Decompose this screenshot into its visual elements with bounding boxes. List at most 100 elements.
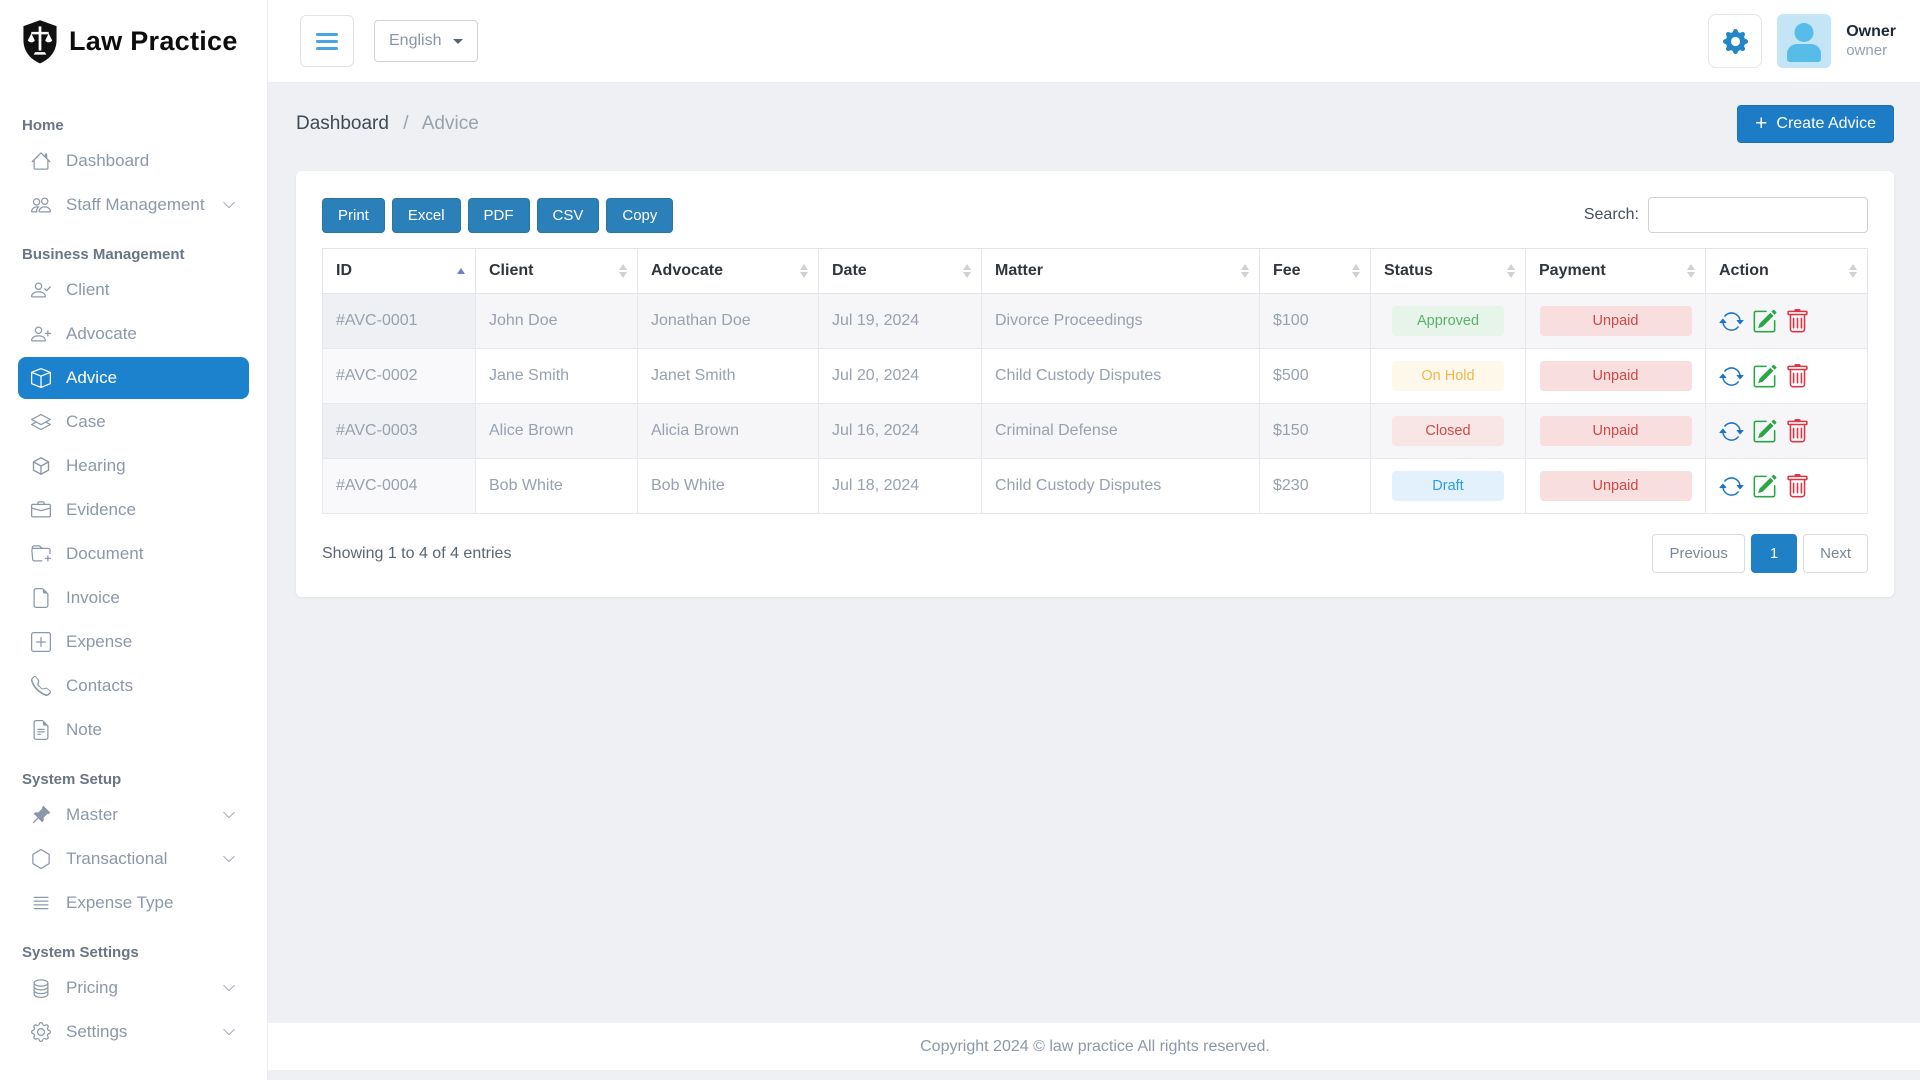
hearing-icon <box>31 456 51 476</box>
sidebar-item-transactional[interactable]: Transactional <box>18 838 249 880</box>
cell-fee: $230 <box>1259 458 1371 514</box>
copyright-text: Copyright 2024 © law practice All rights… <box>920 1037 1270 1055</box>
sort-arrows-icon <box>963 264 971 278</box>
column-header-date[interactable]: Date <box>818 248 982 294</box>
sidebar-item-master[interactable]: Master <box>18 794 249 836</box>
sidebar-item-settings[interactable]: Settings <box>18 1011 249 1053</box>
search-input[interactable] <box>1648 197 1868 233</box>
bottom-strip <box>268 1070 1920 1080</box>
delete-action-button[interactable] <box>1785 473 1810 499</box>
chevron-down-icon <box>222 1025 236 1039</box>
language-select[interactable]: English <box>374 20 479 62</box>
sidebar-item-pricing[interactable]: Pricing <box>18 967 249 1009</box>
csv-button[interactable]: CSV <box>536 197 600 233</box>
column-header-status[interactable]: Status <box>1370 248 1526 294</box>
sidebar-item-dashboard[interactable]: Dashboard <box>18 140 249 182</box>
sort-arrows-icon <box>1241 264 1249 278</box>
export-buttons: Print Excel PDF CSV Copy <box>322 197 674 233</box>
column-header-advocate[interactable]: Advocate <box>637 248 819 294</box>
sidebar-item-staff-management[interactable]: Staff Management <box>18 184 249 226</box>
refresh-action-button[interactable] <box>1719 309 1744 334</box>
sidebar-toggle-button[interactable] <box>300 15 354 67</box>
column-header-action[interactable]: Action <box>1705 248 1868 294</box>
advocate-icon <box>31 324 51 344</box>
cell-advocate: Bob White <box>637 458 819 514</box>
sidebar-item-note[interactable]: Note <box>18 709 249 751</box>
sidebar-item-label: Invoice <box>66 588 120 607</box>
refresh-action-button[interactable] <box>1719 364 1744 389</box>
column-header-id[interactable]: ID <box>322 248 476 294</box>
cell-action <box>1705 348 1868 404</box>
sidebar-item-contacts[interactable]: Contacts <box>18 665 249 707</box>
cell-id: #AVC-0002 <box>322 348 476 404</box>
main-content: Dashboard / Advice + Create Advice Print… <box>268 83 1920 1023</box>
cell-advocate: Alicia Brown <box>637 403 819 459</box>
row-actions <box>1719 308 1854 334</box>
edit-action-button[interactable] <box>1752 474 1777 499</box>
chevron-down-icon <box>222 198 236 212</box>
column-header-matter[interactable]: Matter <box>981 248 1260 294</box>
gear-icon <box>1722 28 1748 54</box>
sidebar-item-advocate[interactable]: Advocate <box>18 313 249 355</box>
breadcrumb-advice: Advice <box>421 113 479 134</box>
chevron-down-icon <box>222 808 236 822</box>
pagination-next-button[interactable]: Next <box>1803 534 1868 573</box>
edit-icon <box>1752 309 1777 334</box>
pagination-previous-button[interactable]: Previous <box>1652 534 1745 573</box>
user-avatar[interactable] <box>1777 14 1832 68</box>
sidebar-item-case[interactable]: Case <box>18 401 249 443</box>
cell-client: Alice Brown <box>475 403 638 459</box>
cell-action <box>1705 458 1868 514</box>
edit-action-button[interactable] <box>1752 364 1777 389</box>
pagination-page-1[interactable]: 1 <box>1750 534 1798 573</box>
print-button[interactable]: Print <box>322 197 385 233</box>
sidebar-item-advice[interactable]: Advice <box>18 357 249 399</box>
advice-table: ID Client Advocate Date Matter Fee Status Payme… <box>322 248 1868 514</box>
create-advice-button[interactable]: + Create Advice <box>1737 105 1894 143</box>
sidebar-item-expense-type[interactable]: Expense Type <box>18 882 249 924</box>
edit-icon <box>1752 419 1777 444</box>
delete-action-button[interactable] <box>1785 418 1810 444</box>
payment-badge: Unpaid <box>1539 471 1692 501</box>
sidebar-item-document[interactable]: Document <box>18 533 249 575</box>
brand[interactable]: Law Practice <box>0 0 267 83</box>
evidence-icon <box>31 500 51 520</box>
copy-button[interactable]: Copy <box>606 197 674 233</box>
payment-badge: Unpaid <box>1539 361 1692 391</box>
cell-action <box>1705 403 1868 459</box>
column-header-fee[interactable]: Fee <box>1259 248 1371 294</box>
column-header-payment[interactable]: Payment <box>1525 248 1706 294</box>
cell-payment: Unpaid <box>1525 348 1706 404</box>
sidebar-item-evidence[interactable]: Evidence <box>18 489 249 531</box>
breadcrumb-dashboard[interactable]: Dashboard <box>296 113 389 134</box>
refresh-action-button[interactable] <box>1719 419 1744 444</box>
excel-button[interactable]: Excel <box>391 197 461 233</box>
sidebar-section-system-setup: System Setup <box>22 771 122 788</box>
trash-icon <box>1785 308 1810 334</box>
sidebar-item-expense[interactable]: Expense <box>18 621 249 663</box>
topbar: English Owner owner <box>268 0 1920 83</box>
sidebar-item-label: Document <box>66 544 144 563</box>
settings-button[interactable] <box>1708 14 1763 68</box>
sidebar-item-hearing[interactable]: Hearing <box>18 445 249 487</box>
cell-status: Draft <box>1370 458 1526 514</box>
home-icon <box>31 151 51 171</box>
column-header-client[interactable]: Client <box>475 248 638 294</box>
client-icon <box>31 280 51 300</box>
brand-logo-icon <box>23 20 57 64</box>
cell-fee: $500 <box>1259 348 1371 404</box>
cell-matter: Divorce Proceedings <box>981 293 1260 349</box>
sidebar-item-client[interactable]: Client <box>18 269 249 311</box>
sidebar-item-label: Evidence <box>66 500 136 519</box>
sidebar-item-invoice[interactable]: Invoice <box>18 577 249 619</box>
advice-icon <box>31 368 51 388</box>
edit-action-button[interactable] <box>1752 309 1777 334</box>
edit-action-button[interactable] <box>1752 419 1777 444</box>
user-role: owner <box>1846 41 1888 59</box>
delete-action-button[interactable] <box>1785 308 1810 334</box>
status-badge: Approved <box>1392 306 1504 336</box>
sort-arrows-icon <box>1507 264 1515 278</box>
delete-action-button[interactable] <box>1785 363 1810 389</box>
refresh-action-button[interactable] <box>1719 474 1744 499</box>
pdf-button[interactable]: PDF <box>467 197 530 233</box>
